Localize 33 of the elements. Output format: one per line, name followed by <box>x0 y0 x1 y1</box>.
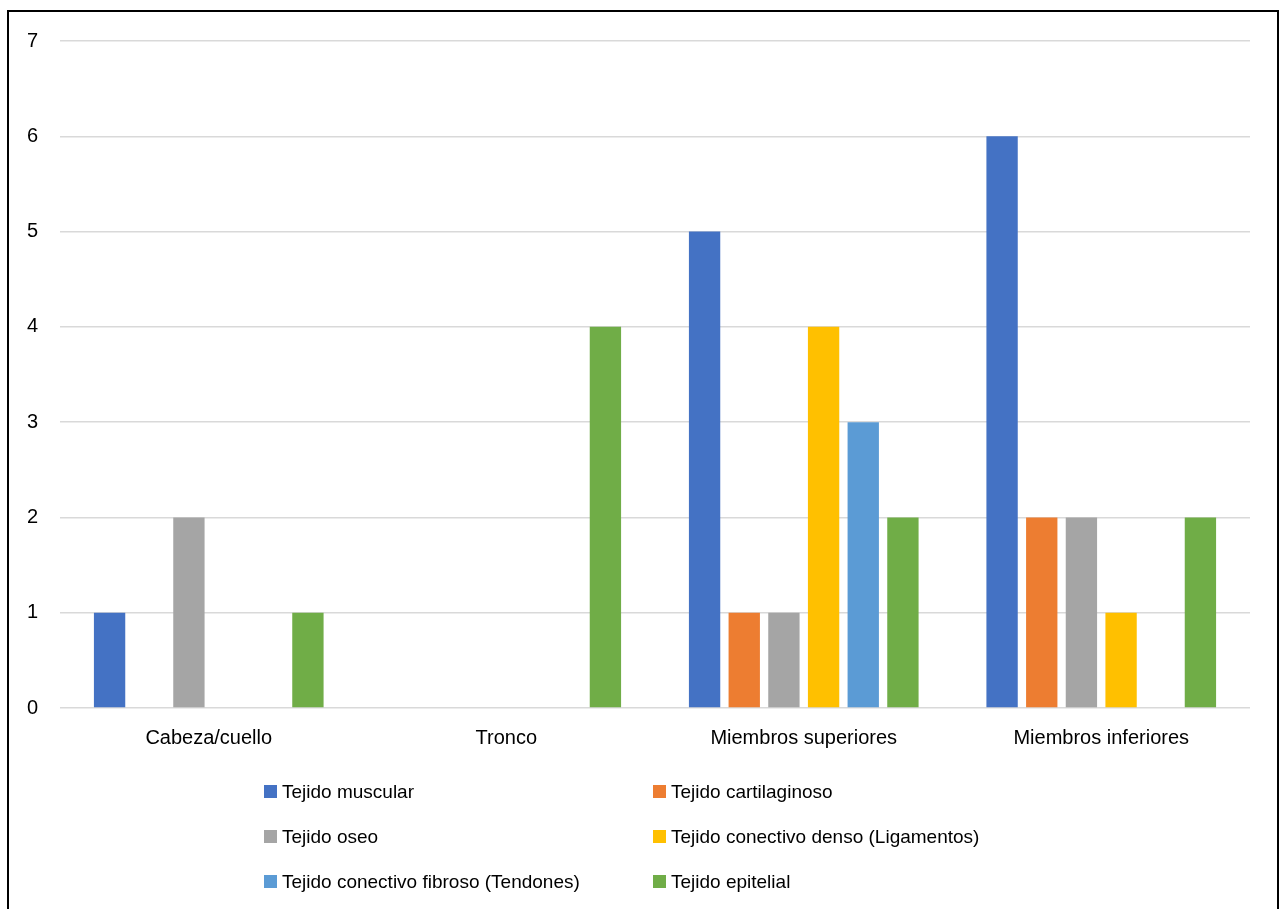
legend-label: Tejido muscular <box>282 780 414 803</box>
y-tick-label: 4 <box>26 314 38 337</box>
bar <box>93 612 126 708</box>
y-tick-label: 7 <box>26 28 38 51</box>
x-tick-label: Cabeza/cuello <box>145 725 273 748</box>
bar <box>986 136 1018 708</box>
bar <box>768 612 800 708</box>
legend-label: Tejido oseo <box>282 825 379 848</box>
legend-label: Tejido epitelial <box>671 870 791 893</box>
legend-label: Tejido cartilaginoso <box>671 780 833 803</box>
y-tick-label: 6 <box>26 123 38 146</box>
bar <box>173 517 205 708</box>
bar <box>1105 612 1137 708</box>
bar <box>887 517 919 708</box>
y-tick-label: 0 <box>26 695 38 718</box>
x-tick-label: Miembros inferiores <box>1013 725 1190 748</box>
bar <box>589 326 622 708</box>
bar <box>728 612 760 708</box>
x-tick-label: Miembros superiores <box>710 725 898 748</box>
legend-label: Tejido conectivo fibroso (Tendones) <box>282 870 580 893</box>
bar <box>1065 517 1098 708</box>
bar <box>1184 517 1217 708</box>
bar <box>807 326 840 708</box>
bar <box>847 422 879 708</box>
y-tick-label: 5 <box>26 219 38 242</box>
y-tick-label: 2 <box>26 504 38 527</box>
legend-label: Tejido conectivo denso (Ligamentos) <box>671 825 980 848</box>
y-tick-label: 1 <box>26 600 38 623</box>
bar <box>688 231 721 708</box>
bar <box>1026 517 1058 708</box>
x-tick-label: Tronco <box>475 725 538 748</box>
bar <box>292 612 324 708</box>
y-tick-label: 3 <box>26 409 38 432</box>
